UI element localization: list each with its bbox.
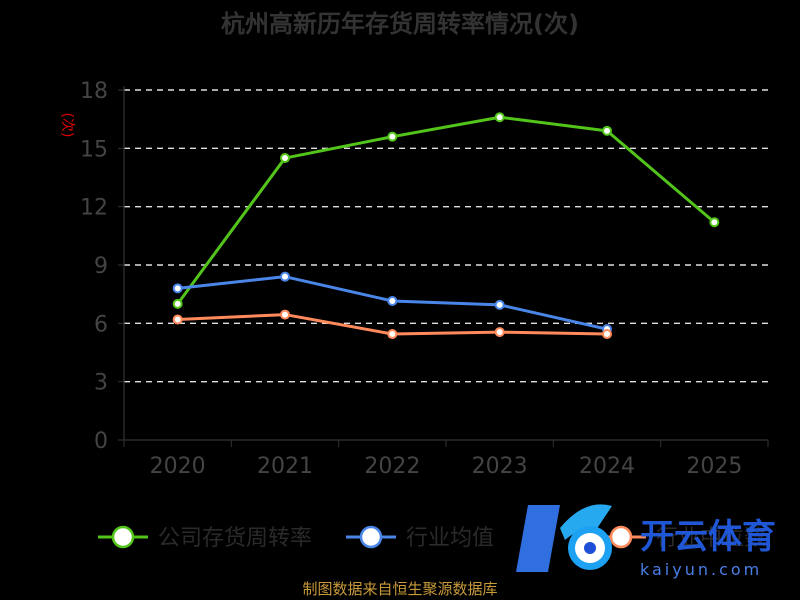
legend-marker [359, 525, 383, 549]
axes: 0 3 6 9 12 15 18 2020 2021 2022 2023 2024 2025 [80, 79, 769, 479]
data-point[interactable] [387, 131, 398, 142]
y-axis-label: (次) [59, 113, 75, 138]
x-tick-label: 2025 [686, 454, 742, 479]
x-tick-label: 2023 [472, 454, 528, 479]
data-point[interactable] [280, 153, 290, 164]
data-source-note: 制图数据来自恒生聚源数据库 [302, 580, 498, 598]
legend[interactable]: 公司存货周转率 行业均值 行业中位数 [98, 525, 766, 551]
watermark-domain: kaiyun.com [640, 560, 762, 579]
x-tick-label: 2024 [579, 454, 635, 479]
x-tick-label: 2021 [257, 454, 313, 479]
data-point[interactable] [494, 327, 505, 338]
series-line [176, 115, 716, 305]
y-tick-label: 6 [94, 312, 108, 337]
data-point[interactable] [280, 309, 290, 320]
legend-item[interactable]: 行业均值 [346, 525, 494, 551]
chart-title: 杭州高新历年存货周转率情况(次) [221, 10, 579, 38]
watermark-logo: 开云体育 kaiyun.com [516, 504, 776, 579]
legend-marker [609, 525, 633, 549]
y-tick-label: 3 [94, 371, 108, 396]
data-point[interactable] [494, 112, 505, 123]
data-point[interactable] [387, 295, 398, 306]
series-1 [172, 112, 720, 309]
data-point[interactable] [494, 299, 505, 310]
y-tick-label: 0 [94, 429, 108, 454]
data-point[interactable] [387, 329, 398, 340]
legend-label: 公司存货周转率 [158, 526, 312, 551]
series-2 [172, 271, 612, 335]
gridlines [124, 89, 768, 383]
x-tick-label: 2020 [150, 454, 206, 479]
k-logo-icon [516, 504, 612, 572]
legend-item[interactable]: 行业中位数 [596, 525, 766, 551]
x-tick-label: 2022 [364, 454, 420, 479]
y-tick-label: 18 [80, 79, 108, 104]
y-tick-label: 9 [94, 254, 108, 279]
y-tick-label: 12 [80, 196, 108, 221]
data-point[interactable] [602, 329, 612, 340]
legend-label: 行业中位数 [656, 526, 766, 551]
data-point[interactable] [172, 314, 183, 325]
series-layer [172, 112, 720, 340]
data-point[interactable] [280, 271, 290, 282]
series-3 [172, 309, 612, 340]
data-point[interactable] [172, 298, 183, 309]
y-tick-label: 15 [80, 137, 108, 162]
legend-label: 行业均值 [406, 526, 494, 551]
data-point[interactable] [172, 283, 183, 294]
data-point[interactable] [602, 125, 612, 136]
legend-item[interactable]: 公司存货周转率 [98, 525, 312, 551]
data-point[interactable] [709, 217, 720, 228]
watermark-brand: 开云体育 [640, 517, 776, 557]
legend-marker [111, 525, 135, 549]
